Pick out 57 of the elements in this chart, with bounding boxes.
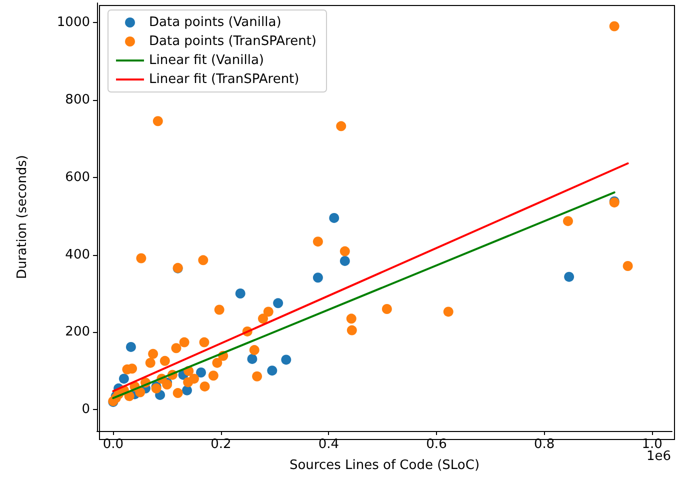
point [267, 366, 278, 376]
point [346, 325, 357, 336]
point [564, 272, 574, 282]
point [208, 370, 218, 381]
point [273, 298, 284, 308]
point [135, 387, 146, 398]
y-tick-label: 600 [65, 170, 90, 185]
text: 1e6 [646, 449, 672, 464]
point [329, 212, 340, 223]
point [312, 272, 323, 283]
point [249, 345, 260, 356]
point [198, 255, 208, 266]
y-tick-label: 0 [82, 402, 90, 418]
point [171, 343, 182, 354]
point [622, 261, 633, 271]
point [145, 358, 156, 368]
point [212, 358, 222, 368]
point [179, 337, 190, 348]
point [312, 236, 323, 247]
point [189, 374, 199, 384]
point [281, 354, 292, 365]
point [152, 116, 163, 126]
point [127, 364, 138, 374]
point [126, 342, 136, 352]
y-tick-label: 200 [65, 324, 90, 340]
point [200, 381, 210, 392]
y-axis-title: Duration (seconds) [15, 155, 30, 279]
point [346, 314, 356, 324]
legend-label: Linear fit (Vanilla) [149, 53, 264, 68]
point [609, 21, 620, 32]
point [136, 253, 146, 264]
y-tick-label: 1000 [56, 14, 90, 30]
point [235, 288, 246, 298]
point [563, 216, 573, 226]
point [340, 256, 350, 266]
legend-label: Linear fit (TranSPArent) [149, 72, 300, 87]
point [199, 337, 210, 348]
point [182, 385, 192, 396]
point [247, 354, 258, 364]
point [148, 348, 158, 359]
y-tick-label: 800 [65, 92, 90, 108]
point [160, 356, 170, 366]
point [340, 246, 350, 256]
point [172, 388, 183, 398]
point [263, 306, 274, 317]
point [214, 304, 224, 315]
legend-label: Data points (Vanilla) [149, 15, 282, 30]
point [382, 304, 392, 314]
point [252, 371, 262, 382]
y-tick-label: 400 [65, 247, 90, 262]
point [258, 314, 268, 324]
point [118, 374, 129, 384]
point [443, 306, 454, 317]
point [196, 368, 206, 378]
legend-label: Data points (TranSPArent) [149, 34, 317, 49]
point [336, 121, 346, 132]
x-axis-title: Sources Lines of Code (SLoC) [289, 458, 480, 473]
